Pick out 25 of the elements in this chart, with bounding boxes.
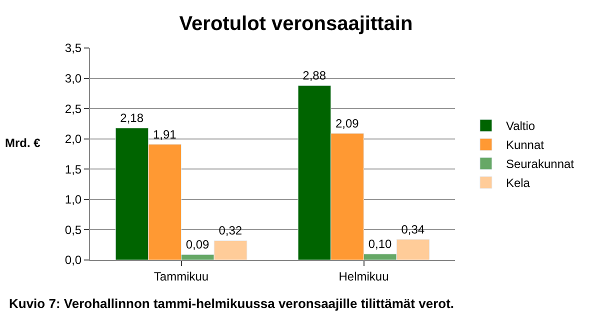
data-label: 0,34: [401, 222, 425, 236]
data-label: 2,88: [302, 68, 326, 83]
y-tick-label: 1,0: [64, 192, 82, 207]
legend-label: Seurakunnat: [506, 157, 575, 172]
data-label: 1,91: [152, 127, 177, 142]
y-axis-title: Mrd. €: [5, 136, 41, 150]
data-label: 0,32: [218, 224, 242, 238]
y-tick-label: 0,0: [64, 253, 82, 268]
data-label: 0,10: [368, 236, 392, 251]
text: Kuvio 7: Verohallinnon tammi-helmikuussa veronsaajille tilittämät verot.: [9, 296, 454, 311]
legend-label: Valtio: [506, 119, 536, 134]
x-tick-label: Helmikuu: [338, 269, 389, 284]
y-tick-label: 3,5: [64, 41, 82, 56]
y-tick-label: 2,5: [64, 102, 82, 116]
chart-title: Verotulot veronsaajittain: [179, 13, 413, 35]
y-tick-label: 1,5: [64, 162, 82, 176]
y-tick-label: 2,0: [64, 132, 82, 146]
legend-label: Kunnat: [506, 138, 545, 152]
data-label: 2,18: [120, 110, 144, 125]
data-label: 0,09: [186, 238, 210, 252]
x-tick-label: Tammikuu: [154, 269, 209, 284]
y-tick-label: 3,0: [64, 71, 82, 86]
data-label: 2,09: [335, 116, 360, 130]
legend-label: Kela: [506, 176, 530, 190]
y-tick-label: 0,5: [64, 222, 82, 237]
